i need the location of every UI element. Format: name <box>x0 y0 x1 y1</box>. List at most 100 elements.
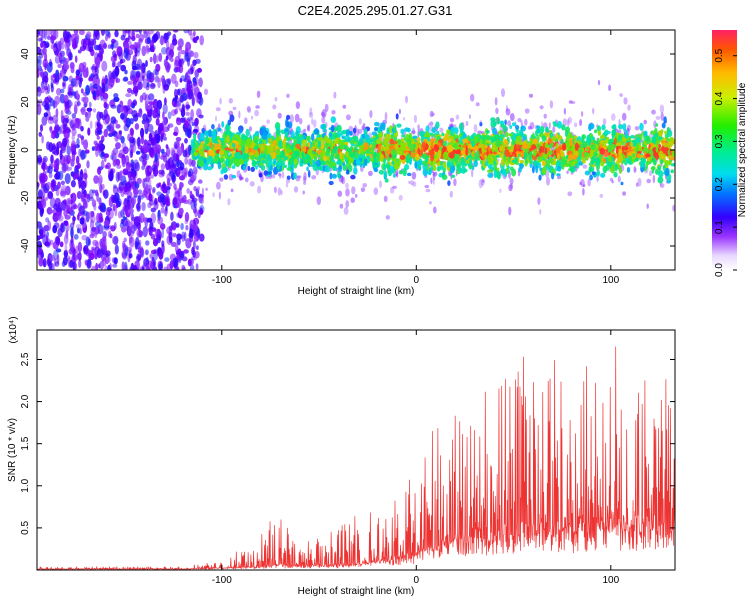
spectrogram-noise-mark <box>122 146 129 155</box>
spectrogram-noise-mark <box>57 63 62 69</box>
spectrogram-signal-mark <box>453 127 459 135</box>
spectrogram-signal-mark <box>544 147 548 155</box>
spectrogram-signal-mark <box>438 172 444 178</box>
spectrogram-signal-mark <box>617 155 624 164</box>
spectrogram-noise-mark <box>192 249 196 258</box>
spectrogram-noise-mark <box>60 109 64 120</box>
spectrogram-noise-mark <box>171 73 177 85</box>
spectrogram-halo-mark <box>203 88 209 96</box>
spectrogram-noise-mark <box>161 228 164 239</box>
spectrogram-noise-mark <box>160 155 166 160</box>
spectrogram-signal-mark <box>307 149 312 156</box>
spectrogram-marks <box>37 30 675 270</box>
spectrogram-signal-mark <box>557 152 560 161</box>
spectrogram-signal-mark <box>600 172 606 178</box>
spectrogram-halo-mark <box>312 119 317 128</box>
spectrogram-noise-mark <box>131 224 136 234</box>
spectrogram-noise-mark <box>176 140 181 147</box>
spectrogram-halo-mark <box>480 178 485 186</box>
spectrogram-noise-mark <box>77 163 81 169</box>
spectrogram-noise-mark <box>175 153 180 162</box>
spectrogram-noise-mark <box>57 41 63 51</box>
spectrogram-signal-mark <box>316 137 322 141</box>
spectrogram-signal-mark <box>511 139 516 146</box>
spectrogram-signal-mark <box>586 134 591 143</box>
spectrogram-noise-mark <box>196 186 201 191</box>
spectrogram-noise-mark <box>54 173 59 180</box>
spectrogram-signal-mark <box>217 161 222 170</box>
spectrogram-signal-mark <box>653 159 657 166</box>
spectrogram-noise-mark <box>62 117 68 127</box>
spectrogram-signal-mark <box>672 150 675 157</box>
spectrogram-halo-mark <box>384 111 388 121</box>
spectrogram-signal-mark <box>610 167 616 174</box>
spectrogram-signal-mark <box>442 141 448 147</box>
spectrogram-noise-mark <box>145 249 149 256</box>
spectrogram-noise-mark <box>122 200 128 207</box>
spectrogram-xlabel: Height of straight line (km) <box>298 286 415 297</box>
spectrogram-noise-mark <box>137 253 141 262</box>
spectrogram-noise-mark <box>178 207 184 215</box>
spectrogram-signal-mark <box>552 161 557 166</box>
spectrogram-noise-mark <box>54 55 61 64</box>
spectrogram-noise-mark <box>37 181 40 188</box>
spectrogram-signal-mark <box>345 159 349 165</box>
spectrogram-noise-mark <box>198 179 203 184</box>
spectrogram-signal-mark <box>499 152 504 159</box>
spectrogram-signal-mark <box>545 127 549 133</box>
spectrogram-signal-mark <box>462 138 468 144</box>
spectrogram-halo-mark <box>303 171 307 181</box>
spectrogram-signal-mark <box>383 164 386 171</box>
spectrogram-signal-mark <box>208 154 212 162</box>
spectrogram-signal-mark <box>396 123 402 128</box>
spectrogram-signal-mark <box>376 138 382 145</box>
spectrogram-noise-mark <box>93 203 97 211</box>
spectrogram-signal-mark <box>454 135 458 139</box>
spectrogram-noise-mark <box>169 260 174 270</box>
spectrogram-halo-mark <box>618 129 622 134</box>
spectrogram-signal-mark <box>329 172 333 180</box>
spectrogram-halo-mark <box>429 201 432 205</box>
spectrogram-noise-mark <box>110 104 117 109</box>
spectrogram-noise-mark <box>93 44 100 51</box>
spectrogram-noise-mark <box>57 181 61 189</box>
spectrogram-noise-mark <box>185 224 189 231</box>
spectrogram-noise-mark <box>101 252 106 262</box>
spectrogram-halo-mark <box>556 175 562 180</box>
spectrogram-signal-mark <box>663 130 668 134</box>
spectrogram-halo-mark <box>385 215 390 220</box>
spectrogram-signal-mark <box>258 172 263 178</box>
spectrogram-signal-mark <box>452 142 458 149</box>
spectrogram-noise-mark <box>185 238 192 249</box>
spectrogram-noise-mark <box>64 38 70 43</box>
spectrogram-signal-mark <box>500 123 505 128</box>
spectrogram-noise-mark <box>88 196 94 201</box>
spectrogram-noise-mark <box>140 127 145 138</box>
snr-ytick-label: 2.0 <box>20 394 31 408</box>
spectrogram-signal-mark <box>193 151 198 157</box>
spectrogram-signal-mark <box>209 141 213 149</box>
spectrogram-signal-mark <box>447 144 453 153</box>
spectrogram-signal-mark <box>532 160 538 166</box>
spectrogram-halo-mark <box>543 122 548 129</box>
spectrogram-noise-mark <box>155 144 162 154</box>
spectrogram-signal-mark <box>458 160 462 168</box>
spectrogram-signal-mark <box>223 174 229 180</box>
spectrogram-noise-mark <box>59 149 63 160</box>
spectrogram-signal-mark <box>564 126 571 134</box>
spectrogram-halo-mark <box>580 179 585 187</box>
spectrogram-halo-mark <box>256 90 261 99</box>
spectrogram-halo-mark <box>257 185 262 194</box>
spectrogram-noise-mark <box>145 240 150 246</box>
spectrogram-signal-mark <box>507 156 511 163</box>
spectrogram-signal-mark <box>343 144 348 150</box>
spectrogram-noise-mark <box>124 246 129 257</box>
spectrogram-signal-mark <box>662 164 666 172</box>
spectrogram-noise-mark <box>97 166 102 175</box>
spectrogram-noise-mark <box>181 264 186 270</box>
spectrogram-signal-mark <box>286 114 291 120</box>
spectrogram-signal-mark <box>470 140 475 144</box>
spectrogram-signal-mark <box>666 129 673 138</box>
spectrogram-halo-mark <box>509 113 515 122</box>
spectrogram-noise-mark <box>75 33 80 42</box>
